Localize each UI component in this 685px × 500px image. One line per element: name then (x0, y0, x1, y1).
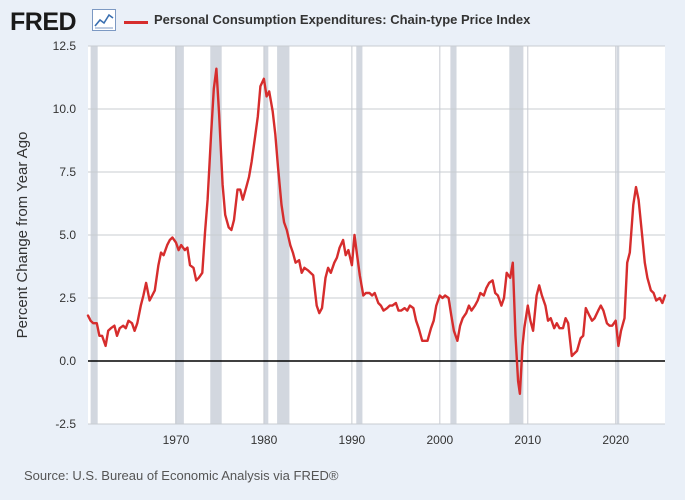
x-tick-label-0: 1970 (163, 433, 190, 447)
y-tick-label-3: 5.0 (59, 228, 76, 242)
y-tick-label-2: 2.5 (59, 291, 76, 305)
legend-series-swatch (124, 21, 148, 24)
x-tick-label-2: 1990 (339, 433, 366, 447)
x-tick-label-5: 2020 (602, 433, 629, 447)
y-tick-label-4: 7.5 (59, 165, 76, 179)
trend-line-icon (92, 9, 116, 31)
source-note: Source: U.S. Bureau of Economic Analysis… (24, 468, 339, 483)
x-tick-label-3: 2000 (426, 433, 453, 447)
chart-header: FRED Personal Consumption Expenditures: … (8, 6, 678, 36)
y-tick-label-0: -2.5 (55, 417, 76, 431)
x-tick-label-1: 1980 (251, 433, 278, 447)
y-axis-title: Percent Change from Year Ago (14, 132, 31, 339)
legend-series-label[interactable]: Personal Consumption Expenditures: Chain… (154, 12, 531, 27)
line-chart: -2.5 0.0 2.5 5.0 7.5 10.0 12.5 1970 1980 1990 2000… (14, 39, 667, 447)
y-tick-label-1: 0.0 (59, 354, 76, 368)
y-tick-label-6: 12.5 (53, 39, 77, 53)
y-tick-label-5: 10.0 (53, 102, 77, 116)
x-tick-label-4: 2010 (514, 433, 541, 447)
series-line-0[interactable] (86, 67, 667, 395)
plot-area: -2.5 0.0 2.5 5.0 7.5 10.0 12.5 1970 1980 1990 2000… (14, 39, 667, 447)
fred-logo[interactable]: FRED (10, 8, 77, 36)
